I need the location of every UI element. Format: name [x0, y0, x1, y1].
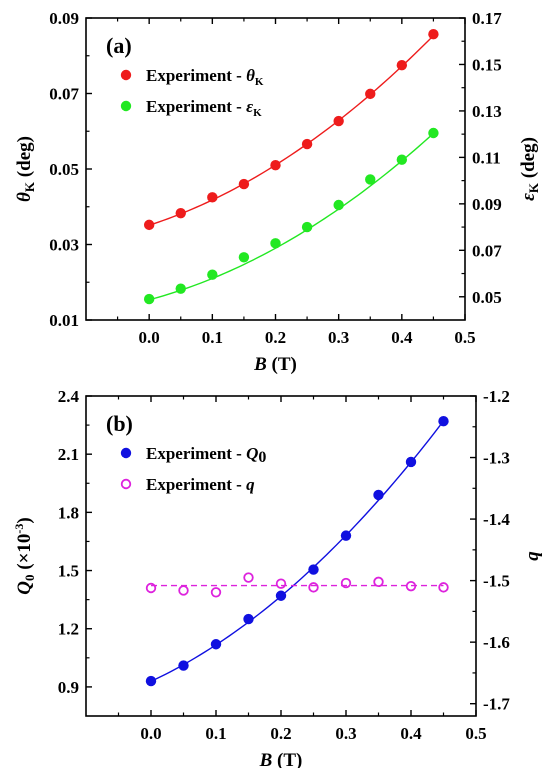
y-tick-label: 1.5 — [58, 562, 79, 581]
data-point-series-2 — [428, 127, 439, 139]
data-point-series-1 — [340, 530, 352, 541]
data-point-series-1 — [145, 675, 157, 687]
y-tick-label: 0.03 — [49, 236, 79, 255]
y2-axis-label: q — [522, 551, 543, 561]
x-tick-label: 0.3 — [328, 328, 349, 347]
data-point-series-1 — [396, 59, 408, 71]
plot-frame — [85, 395, 477, 717]
data-point-series-1 — [333, 115, 344, 127]
y-tick-label: 0.05 — [49, 160, 79, 179]
y2-tick-label: 0.05 — [472, 288, 502, 307]
x-axis-label: B (T) — [259, 750, 303, 768]
x-tick-label: 0.1 — [202, 328, 223, 347]
data-point-series-2 — [207, 269, 218, 280]
data-point-series-2 — [270, 238, 281, 249]
y2-tick-label: -1.5 — [483, 572, 510, 591]
y-tick-label: 2.1 — [58, 445, 79, 464]
y-tick-label: 0.9 — [58, 678, 79, 697]
y2-tick-label: -1.6 — [483, 633, 510, 652]
legend-label-2: Experiment - q — [146, 475, 255, 494]
y2-tick-label: 0.11 — [472, 148, 501, 167]
legend-marker-1 — [120, 447, 132, 459]
data-point-series-1 — [301, 138, 313, 150]
x-tick-label: 0.2 — [265, 328, 286, 347]
x-tick-label: 0.4 — [400, 724, 422, 743]
y2-tick-label: -1.7 — [483, 695, 510, 714]
x-tick-label: 0.2 — [270, 724, 291, 743]
y2-tick-label: 0.17 — [472, 9, 502, 28]
data-point-series-2 — [365, 174, 376, 185]
x-tick-label: 0.0 — [140, 724, 161, 743]
data-point-series-2 — [210, 587, 222, 598]
data-point-series-1 — [428, 29, 439, 40]
y2-tick-label: 0.09 — [472, 195, 502, 214]
y2-tick-label: -1.3 — [483, 449, 510, 468]
data-point-series-2 — [333, 199, 344, 211]
data-point-series-2 — [396, 154, 408, 165]
panel-a: 0.0 0.1 0.2 0.3 0.4 0.5 0.01 0.03 0.05 0.07 0.09 0.… — [14, 9, 541, 375]
x-tick-label: 0.0 — [139, 328, 160, 347]
panel-b: 0.0 0.1 0.2 0.3 0.4 0.5 0.9 1.2 1.5 1.8 2.1 2.4 -1.7… — [12, 387, 543, 768]
data-point-series-2 — [340, 577, 352, 589]
data-point-series-2 — [301, 221, 313, 233]
data-point-series-2 — [373, 576, 384, 588]
data-point-series-1 — [175, 207, 186, 219]
data-point-series-2 — [438, 582, 449, 593]
data-point-series-2 — [145, 582, 157, 594]
data-point-series-1 — [405, 456, 417, 468]
y2-tick-label: 0.13 — [472, 102, 502, 121]
y-tick-label: 0.07 — [49, 85, 79, 104]
data-point-series-2 — [405, 580, 417, 592]
y-axis-label: Q0 (×10-3) — [12, 517, 37, 594]
fit-line-1 — [150, 420, 445, 682]
x-tick-label: 0.5 — [454, 328, 475, 347]
x-tick-label: 0.3 — [335, 724, 356, 743]
data-point-series-2 — [275, 578, 287, 589]
data-point-series-2 — [178, 585, 189, 596]
legend-label-1: Experiment - θK — [146, 66, 264, 88]
panel-label: (b) — [106, 411, 133, 436]
x-tick-label: 0.4 — [391, 328, 413, 347]
x-tick-label: 0.5 — [465, 724, 486, 743]
data-point-series-1 — [373, 489, 384, 501]
data-point-series-1 — [365, 88, 376, 100]
y-axis-label: θK (deg) — [14, 136, 37, 202]
y-tick-label: 2.4 — [58, 387, 80, 406]
legend-marker-1 — [120, 69, 132, 81]
data-point-series-1 — [143, 219, 155, 231]
data-point-series-1 — [438, 416, 449, 427]
data-point-series-1 — [178, 660, 189, 671]
legend-label-1: Experiment - Q0 — [146, 444, 266, 466]
y2-axis-label: εK (deg) — [518, 137, 541, 201]
y2-tick-label: -1.4 — [483, 510, 510, 529]
data-point-series-1 — [270, 160, 281, 171]
y-tick-label: 0.09 — [49, 9, 79, 28]
data-point-series-2 — [308, 582, 319, 593]
data-point-series-2 — [175, 283, 186, 294]
data-point-series-1 — [243, 613, 254, 625]
y-tick-label: 0.01 — [49, 311, 79, 330]
y-tick-label: 1.8 — [58, 503, 79, 522]
x-tick-label: 0.1 — [205, 724, 226, 743]
legend-marker-2 — [120, 100, 132, 112]
data-point-series-1 — [308, 564, 319, 575]
data-point-series-1 — [238, 178, 250, 190]
data-point-series-2 — [238, 252, 250, 263]
fit-line-2 — [148, 132, 434, 301]
fit-line-1 — [148, 35, 434, 226]
panel-label: (a) — [106, 33, 132, 58]
data-point-series-1 — [210, 639, 222, 650]
legend-label-2: Experiment - εK — [146, 97, 262, 119]
y2-tick-label: -1.2 — [483, 387, 510, 406]
legend-marker-2 — [120, 478, 132, 490]
data-point-series-2 — [143, 293, 155, 305]
y2-tick-label: 0.07 — [472, 241, 502, 260]
data-point-series-1 — [275, 590, 287, 601]
data-point-series-1 — [207, 192, 218, 203]
x-axis-label: B (T) — [253, 354, 297, 375]
y2-tick-label: 0.15 — [472, 55, 502, 74]
y-tick-label: 1.2 — [58, 620, 79, 639]
data-point-series-2 — [243, 572, 254, 583]
